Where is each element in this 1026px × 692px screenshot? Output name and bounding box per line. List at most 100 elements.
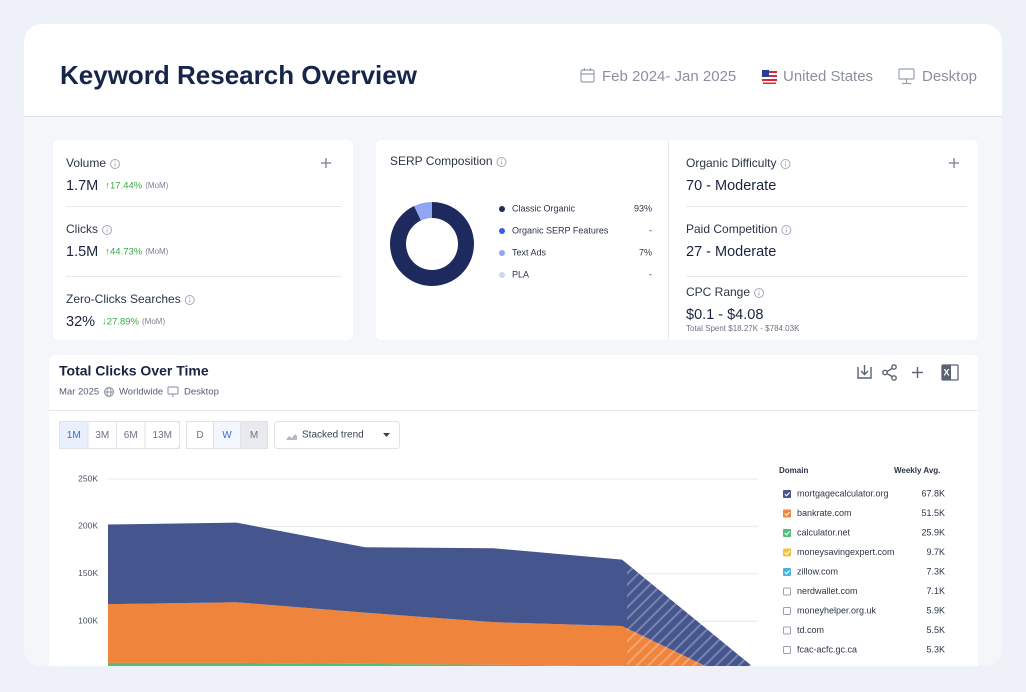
granularity-button[interactable] <box>240 421 268 449</box>
table-header: Domain <box>779 466 808 475</box>
metric-change: ↑17.44% <box>105 181 143 192</box>
weekly-avg: 7.1K <box>926 586 945 596</box>
dropdown-caret <box>383 433 390 437</box>
download-button[interactable] <box>857 365 872 379</box>
legend-row[interactable]: moneyhelper.org.uk 5.9K <box>783 605 946 615</box>
area <box>108 522 751 666</box>
metric-label: CPC Range <box>686 285 750 299</box>
checkbox <box>783 646 791 654</box>
chart-region: Worldwide <box>119 387 163 398</box>
legend-dot <box>499 206 505 212</box>
legend-dot <box>499 228 505 234</box>
info-dot <box>785 227 787 229</box>
range-button-label: 6M <box>124 430 138 441</box>
metric-value: 27 - Moderate <box>686 244 776 260</box>
granularity-button[interactable] <box>213 421 241 449</box>
serp-title: SERP Composition <box>390 154 493 168</box>
info-circle <box>754 288 765 298</box>
domain-name: td.com <box>797 625 824 635</box>
us-flag-icon <box>761 69 777 85</box>
checkbox <box>783 626 791 635</box>
country[interactable]: United States <box>783 68 873 85</box>
metric-value: 1.7M <box>66 178 98 194</box>
domain-name: calculator.net <box>797 527 851 537</box>
donut-chart: Classic Organic 93% Organic SERP Features -… <box>390 202 652 286</box>
info-icon[interactable] <box>780 159 791 169</box>
domain-name: mortgagecalculator.org <box>797 488 889 498</box>
info-circle <box>184 295 195 305</box>
weekly-avg: 67.8K <box>921 488 945 498</box>
range-button-label: 3M <box>95 430 109 441</box>
device[interactable]: Desktop <box>922 68 977 85</box>
share-button[interactable] <box>882 364 897 381</box>
metrics-card <box>53 140 353 340</box>
range-button[interactable] <box>144 421 180 449</box>
legend-row[interactable]: zillow.com 7.3K <box>783 566 945 576</box>
date-range[interactable]: Feb 2024- Jan 2025 <box>602 68 736 85</box>
add-button[interactable] <box>912 367 923 378</box>
checkmark <box>784 511 791 517</box>
checkbox-checked <box>783 568 791 576</box>
info-icon[interactable] <box>110 159 121 169</box>
legend-row[interactable]: nerdwallet.com 7.1K <box>783 586 946 596</box>
legend: mortgagecalculator.org 67.8K bankrate.com 5… <box>783 488 945 654</box>
info-icon[interactable] <box>102 225 112 235</box>
metric-label: Paid Competition <box>686 222 777 236</box>
weekly-avg: 7.3K <box>926 566 945 576</box>
view-dropdown[interactable]: Stacked trend <box>274 421 400 449</box>
metric-label: Zero-Clicks Searches <box>66 292 181 306</box>
info-icon[interactable] <box>496 157 507 167</box>
metric-value: 1.5M <box>66 244 98 260</box>
add-button[interactable] <box>949 158 959 168</box>
info-icon[interactable] <box>781 225 792 235</box>
legend-row[interactable]: fcac-acfc.gc.ca 5.3K <box>783 644 946 654</box>
info-circle <box>110 159 121 169</box>
info-dot <box>784 161 787 163</box>
metric-period: (MoM) <box>142 317 165 326</box>
granularity-button-label: D <box>196 430 203 441</box>
area-icon <box>286 434 297 440</box>
info-dot <box>758 290 760 292</box>
metric-period: (MoM) <box>145 181 168 190</box>
area <box>108 602 751 666</box>
excel-button[interactable]: X <box>941 364 959 381</box>
svg-text:X: X <box>943 367 949 377</box>
weekly-avg: 5.5K <box>926 625 945 635</box>
metric-label: Clicks <box>66 222 98 236</box>
add-button[interactable] <box>321 158 331 168</box>
weekly-avg: 51.5K <box>921 508 945 518</box>
info-icon[interactable] <box>184 295 195 305</box>
domain-name: bankrate.com <box>797 508 852 518</box>
metric-change: ↑44.73% <box>105 247 143 258</box>
metric-label: Organic Difficulty <box>686 156 776 170</box>
desktop-icon <box>898 68 915 85</box>
y-tick-label: 150K <box>78 568 98 578</box>
chart-title: Total Clicks Over Time <box>59 363 209 379</box>
area <box>108 662 751 666</box>
granularity-button-label: M <box>250 430 258 441</box>
dropdown-box <box>274 421 400 449</box>
info-circle <box>496 157 507 167</box>
range-button-label: 1M <box>67 430 81 441</box>
legend-row[interactable]: bankrate.com 51.5K <box>783 508 945 518</box>
metric-change: ↓27.89% <box>102 317 140 328</box>
checkmark <box>784 570 791 575</box>
globe-icon <box>103 386 115 398</box>
legend-row[interactable]: moneysavingexpert.com 9.7K <box>783 547 945 557</box>
legend-row[interactable]: td.com 5.5K <box>783 625 946 635</box>
plot-area: 100K 150K 200K 250K <box>78 473 758 666</box>
donut-segment <box>390 202 474 286</box>
legend-row[interactable]: mortgagecalculator.org 67.8K <box>783 488 945 498</box>
checkmark <box>784 531 791 536</box>
checkbox-checked <box>783 490 791 498</box>
y-tick-label: 200K <box>78 521 98 531</box>
y-tick-label: 100K <box>78 615 98 625</box>
domain-name: moneyhelper.org.uk <box>797 605 877 615</box>
weekly-avg: 25.9K <box>921 527 945 537</box>
total-spent: Total Spent $18.27K - $784.03K <box>686 324 800 333</box>
legend-row[interactable]: calculator.net 25.9K <box>783 527 945 537</box>
domain-name: zillow.com <box>797 566 838 576</box>
info-icon[interactable] <box>754 288 765 298</box>
